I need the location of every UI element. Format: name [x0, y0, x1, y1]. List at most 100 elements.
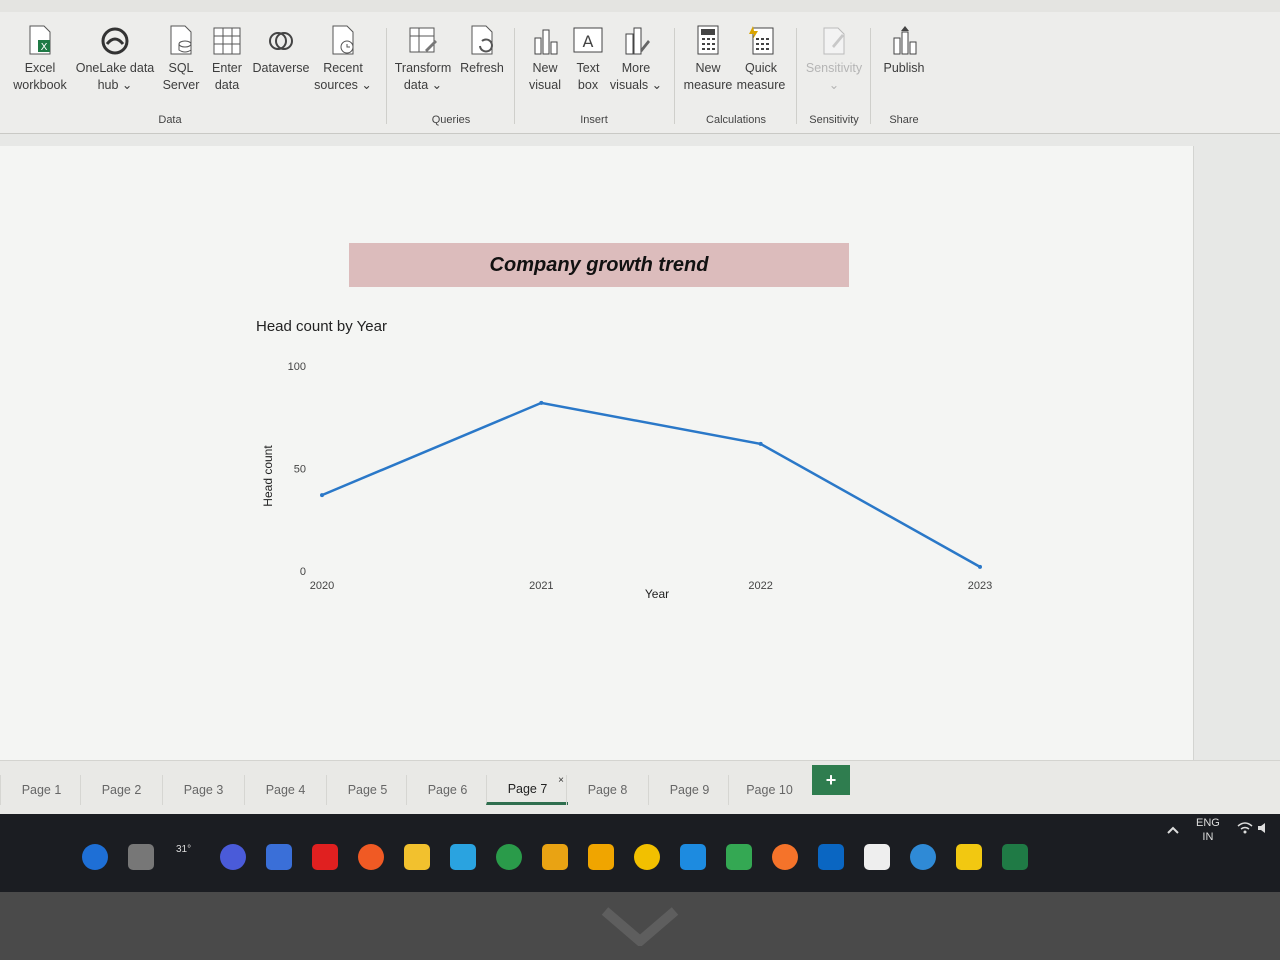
page-tab[interactable]: Page 6	[406, 775, 488, 805]
report-canvas-area: Company growth trend Head count by Year …	[0, 134, 1280, 760]
wifi-volume-icon[interactable]	[1236, 820, 1272, 836]
y-tick-label: 0	[300, 566, 306, 578]
ribbon-group-calculations: New measure Quick measure Calculations	[678, 18, 794, 132]
bing-icon[interactable]	[82, 844, 108, 870]
group-label-sensitivity: Sensitivity	[809, 114, 859, 126]
line-chart[interactable]: Head count Year 0 50 100 2020 2021 2022 2023	[250, 336, 1010, 606]
page-tab[interactable]: Page 9	[648, 775, 730, 805]
page-tab-label: Page 8	[587, 783, 628, 797]
excel-workbook-button[interactable]: X Excel workbook	[6, 24, 74, 94]
x-tick-label: 2021	[529, 580, 553, 592]
group-label-queries: Queries	[431, 114, 471, 126]
add-page-button[interactable]: +	[812, 765, 850, 795]
x-axis-label: Year	[645, 587, 669, 601]
opera-icon[interactable]	[312, 844, 338, 870]
language-code: ENG	[1196, 817, 1220, 829]
page-tab[interactable]: Page 2	[80, 775, 162, 805]
chrome-dev-icon[interactable]	[496, 844, 522, 870]
page-tab[interactable]: Page 4	[244, 775, 326, 805]
page-tabs-bar: Page 1 Page 2 Page 3 Page 4 Page 5 Page 6 Page…	[0, 760, 1280, 814]
new-visual-button[interactable]: New visual	[520, 24, 570, 94]
onelake-data-hub-button[interactable]: OneLake data hub ⌄	[70, 24, 160, 94]
quick-measure-icon	[749, 26, 774, 55]
edge-icon[interactable]	[680, 844, 706, 870]
ribbon-group-sensitivity: Sensitivity ⌄ Sensitivity	[800, 18, 868, 132]
page-tab[interactable]: Page 10	[728, 775, 810, 805]
new-measure-button[interactable]: New measure	[680, 24, 736, 94]
data-point[interactable]	[978, 564, 982, 569]
page-tab[interactable]: Page 7 ×	[486, 775, 568, 805]
publish-icon	[893, 26, 917, 55]
excel-taskbar-icon[interactable]	[1002, 844, 1028, 870]
group-label-data: Data	[158, 114, 182, 126]
ribbon-group-insert: New visual A Text box More visuals ⌄ Ins…	[518, 18, 670, 132]
calculator-icon	[697, 25, 719, 55]
x-tick-label: 2020	[310, 580, 334, 592]
chevron-up-icon[interactable]	[1166, 824, 1180, 836]
close-tab-icon[interactable]: ×	[558, 775, 564, 786]
page-tab-label: Page 10	[746, 783, 793, 797]
sticky-notes-icon[interactable]	[634, 844, 660, 870]
group-label-insert: Insert	[580, 114, 608, 126]
svg-text:X: X	[41, 42, 48, 53]
page-tab-label: Page 9	[669, 783, 710, 797]
more-visuals-button[interactable]: More visuals ⌄	[608, 24, 664, 94]
page-tab[interactable]: Page 8	[566, 775, 648, 805]
menu-strip	[0, 0, 1280, 12]
data-point[interactable]	[758, 441, 763, 446]
transform-icon	[409, 27, 437, 53]
firefox-icon[interactable]	[772, 844, 798, 870]
page-tab-label: Page 6	[427, 783, 468, 797]
publish-button[interactable]: Publish	[876, 24, 932, 77]
sql-server-button[interactable]: SQL Server	[158, 24, 204, 94]
chart-icon	[534, 29, 558, 55]
sql-server-icon	[170, 25, 192, 55]
title-banner[interactable]: Company growth trend	[349, 243, 849, 287]
weather-temperature[interactable]: 31°	[176, 844, 192, 855]
transform-data-button[interactable]: Transform data ⌄	[390, 24, 456, 94]
zoom-icon[interactable]	[220, 844, 246, 870]
y-tick-label: 50	[294, 464, 306, 476]
dataverse-icon	[269, 32, 293, 50]
report-page[interactable]: Company growth trend Head count by Year …	[0, 146, 1194, 760]
data-point[interactable]	[539, 400, 544, 405]
sensitivity-button[interactable]: Sensitivity ⌄	[802, 24, 866, 94]
windows-taskbar: 31° ENG IN	[0, 814, 1280, 892]
dataverse-button[interactable]: Dataverse	[250, 24, 312, 77]
ribbon-group-queries: Transform data ⌄ Refresh Queries	[390, 18, 512, 132]
language-indicator[interactable]: ENG IN	[1196, 816, 1220, 844]
chrome-icon[interactable]	[542, 844, 568, 870]
task-view-icon[interactable]	[128, 844, 154, 870]
ribbon-separator	[674, 28, 675, 124]
page-tab[interactable]: Page 3	[162, 775, 244, 805]
vscode-icon[interactable]	[910, 844, 936, 870]
y-tick-label: 100	[288, 361, 306, 373]
media-player-icon[interactable]	[266, 844, 292, 870]
github-icon[interactable]	[864, 844, 890, 870]
file-explorer-icon[interactable]	[404, 844, 430, 870]
quick-measure-button[interactable]: Quick measure	[732, 24, 790, 94]
page-tab-label: Page 3	[183, 783, 224, 797]
enter-data-button[interactable]: Enter data	[204, 24, 250, 94]
brave-icon[interactable]	[358, 844, 384, 870]
x-tick-label: 2022	[748, 580, 772, 592]
refresh-button[interactable]: Refresh	[454, 24, 510, 77]
chevron-down-icon	[601, 907, 679, 946]
data-point[interactable]	[320, 493, 324, 498]
page-tab-label: Page 2	[101, 783, 142, 797]
monitor-bezel	[0, 892, 1280, 960]
series-line[interactable]	[321, 401, 981, 568]
group-label-share: Share	[889, 114, 919, 126]
google-drive-icon[interactable]	[726, 844, 752, 870]
linkedin-icon[interactable]	[818, 844, 844, 870]
page-tab[interactable]: Page 1	[0, 775, 82, 805]
page-tab[interactable]: Page 5	[326, 775, 408, 805]
page-tab-label: Page 5	[347, 783, 388, 797]
chrome-canary-icon[interactable]	[588, 844, 614, 870]
ribbon-group-share: Publish Share	[874, 18, 934, 132]
recent-sources-button[interactable]: Recent sources ⌄	[310, 24, 376, 94]
sensitivity-icon	[823, 27, 845, 55]
power-bi-icon[interactable]	[956, 844, 982, 870]
text-box-button[interactable]: A Text box	[566, 24, 610, 94]
telegram-icon[interactable]	[450, 844, 476, 870]
